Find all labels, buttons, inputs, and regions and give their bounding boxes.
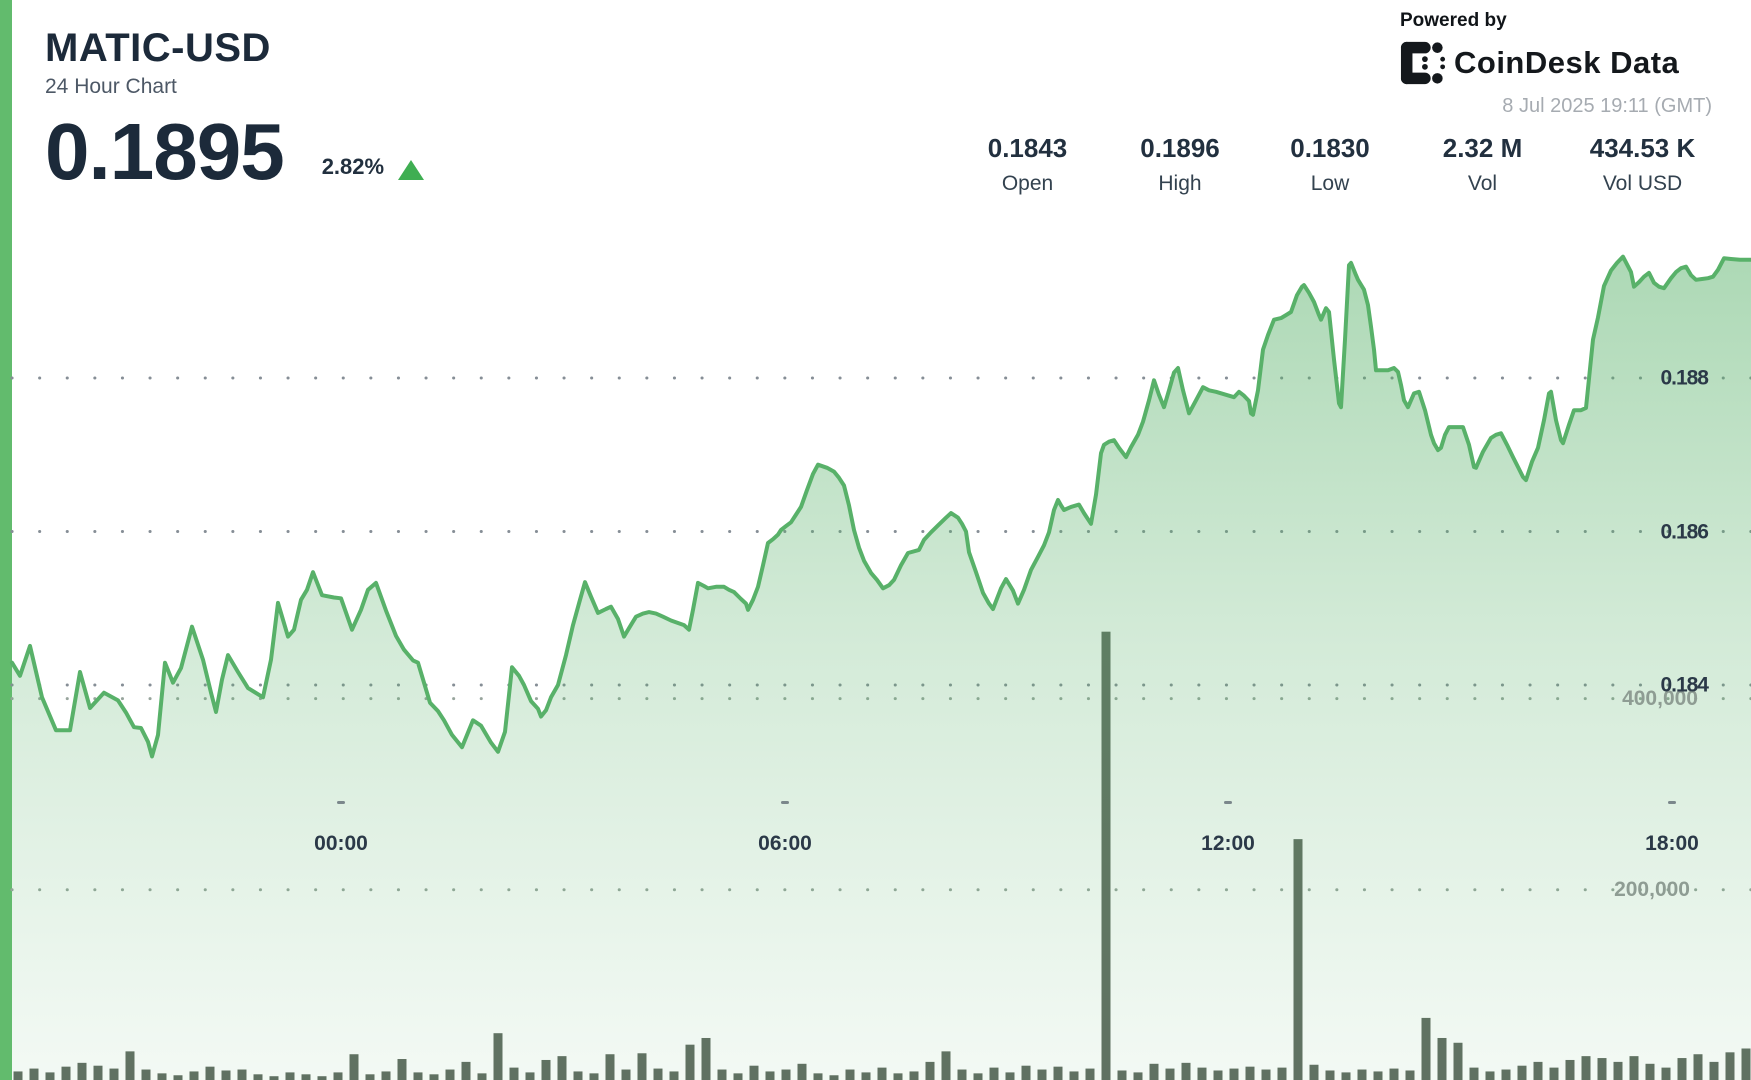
price-row: 0.1895 2.82% [45, 107, 425, 196]
pair-title: MATIC-USD [45, 26, 271, 70]
stat-volume-usd-label: Vol USD [1602, 172, 1683, 195]
x-tick-mark-0000 [337, 801, 345, 804]
stat-volume: 2.32 M Vol [1405, 133, 1560, 196]
volume-axis-label-200000: 200,000 [1614, 877, 1690, 901]
stat-open: 0.1843 Open [950, 133, 1105, 196]
stat-low: 0.1830 Low [1255, 133, 1405, 196]
x-axis-tick-marks [337, 801, 1676, 804]
stat-open-value: 0.1843 [987, 133, 1068, 163]
brand-name: CoinDesk Data [1454, 45, 1680, 80]
powered-by-block: Powered by CoinDesk Data 8 Jul 2025 19:1… [1400, 10, 1712, 118]
x-tick-mark-1800 [1668, 801, 1676, 804]
chart-subtitle: 24 Hour Chart [45, 75, 177, 98]
powered-by-label: Powered by [1400, 10, 1507, 31]
price-axis-label-0.186: 0.186 [1660, 520, 1709, 543]
stat-volume-label: Vol [1467, 172, 1498, 195]
stat-high: 0.1896 High [1105, 133, 1255, 196]
x-axis-label-1800: 18:00 [1645, 832, 1699, 855]
stat-high-value: 0.1896 [1140, 133, 1220, 163]
x-tick-mark-1200 [1224, 801, 1232, 804]
x-axis-label-0600: 06:00 [758, 832, 812, 855]
price-area-fill [12, 256, 1751, 1080]
stat-volume-usd-value: 434.53 K [1589, 133, 1696, 163]
timestamp: 8 Jul 2025 19:11 (GMT) [1502, 95, 1712, 117]
price-line [10, 254, 1751, 759]
ohlc-stats: 0.1843 Open 0.1896 High 0.1830 Low 2.32 … [950, 133, 1725, 196]
change-percent: 2.82% [321, 154, 385, 179]
price-axis-label-0.188: 0.188 [1660, 366, 1709, 390]
brand-row[interactable]: CoinDesk Data [1400, 40, 1712, 86]
volume-axis-label-400000: 400,000 [1622, 686, 1698, 710]
stat-high-label: High [1158, 172, 1202, 195]
stat-volume-usd: 434.53 K Vol USD [1560, 133, 1725, 196]
stat-low-value: 0.1830 [1290, 133, 1370, 163]
x-tick-mark-0600 [781, 801, 789, 804]
coindesk-logo-icon [1400, 41, 1446, 85]
stat-open-label: Open [1001, 172, 1054, 195]
x-axis-label-0000: 00:00 [314, 832, 368, 855]
last-price: 0.1895 [45, 107, 285, 196]
x-axis-label-1200: 12:00 [1201, 832, 1255, 855]
left-accent-bar [0, 0, 12, 1080]
price-axis-label-0.184: 0.184 [1660, 673, 1709, 697]
stat-low-label: Low [1310, 172, 1350, 195]
stat-volume-value: 2.32 M [1442, 133, 1523, 163]
up-arrow-icon [398, 160, 425, 180]
title-block: MATIC-USD 24 Hour Chart [45, 26, 271, 99]
